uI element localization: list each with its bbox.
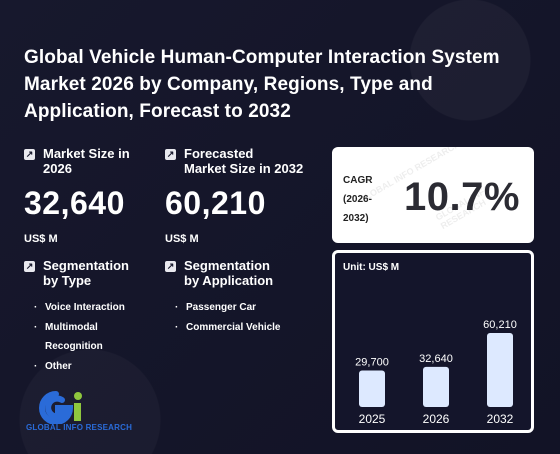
company-logo: GLOBAL INFO RESEARCH [26, 390, 146, 432]
segmentation-application-label: Segmentation by Application [184, 258, 274, 288]
bar-2032 [487, 333, 513, 407]
x-tick-label: 2026 [423, 412, 450, 426]
data-label: 29,700 [355, 356, 389, 368]
cagr-label: CAGR (2026- 2032) [343, 175, 373, 224]
bar-chart: 29,700 2025 32,640 2026 60,210 2032 [355, 319, 517, 426]
market-size-block: ↗ Market Size in 2026 32,640 US$ M [24, 146, 130, 245]
segmentation-type-block: ↗ Segmentation by Type · Voice Interactio… [24, 258, 129, 376]
market-size-unit: US$ M [24, 233, 58, 245]
data-label: 60,210 [483, 319, 517, 331]
arrow-icon: ↗ [24, 149, 35, 160]
chart-unit-label: Unit: US$ M [343, 262, 400, 273]
x-tick-label: 2025 [359, 412, 386, 426]
list-item: · Multimodal [34, 321, 98, 333]
bar-chart-card: Unit: US$ M 29,700 2025 32,640 2026 60,210 20… [332, 250, 534, 433]
list-item: · Commercial Vehicle [175, 321, 281, 333]
arrow-icon: ↗ [24, 261, 35, 272]
page-title: Global Vehicle Human-Computer Interactio… [24, 47, 500, 122]
bar-2026 [423, 366, 449, 407]
cagr-value: 10.7% [404, 175, 520, 219]
forecast-value: 60,210 [165, 185, 266, 221]
forecast-block: ↗ Forecasted Market Size in 2032 60,210 … [165, 146, 303, 245]
cagr-card: GLOBAL INFO RESEARCH GLOBAL INFO RESEARC… [332, 147, 534, 243]
bar-2025 [359, 370, 385, 407]
forecast-unit: US$ M [165, 233, 199, 245]
arrow-icon: ↗ [165, 261, 176, 272]
logo-text: GLOBAL INFO RESEARCH [26, 423, 133, 432]
segmentation-type-label: Segmentation by Type [43, 258, 129, 288]
logo-mark-icon [39, 391, 82, 425]
forecast-label: Forecasted Market Size in 2032 [184, 146, 304, 176]
list-item: · Voice Interaction [34, 302, 125, 313]
list-item: · Other [34, 360, 72, 372]
market-size-label: Market Size in 2026 [43, 146, 130, 176]
arrow-icon: ↗ [165, 149, 176, 160]
list-item: · Passenger Car [175, 302, 257, 313]
x-tick-label: 2032 [487, 412, 514, 426]
list-item: Recognition [45, 341, 103, 352]
market-size-value: 32,640 [24, 185, 125, 221]
data-label: 32,640 [419, 353, 453, 365]
segmentation-application-block: ↗ Segmentation by Application · Passenger… [165, 258, 281, 337]
